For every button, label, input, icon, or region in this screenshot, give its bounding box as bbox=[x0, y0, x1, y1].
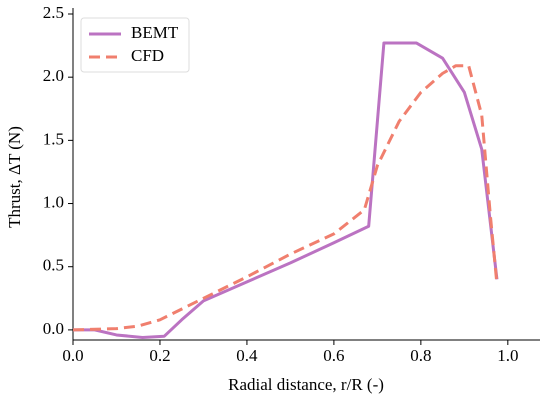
line-series bbox=[72, 64, 499, 332]
y-axis-label: Thrust, ΔT (N) bbox=[5, 126, 24, 228]
y-tick-label: 1.0 bbox=[43, 192, 64, 211]
y-tick-label: 2.0 bbox=[43, 66, 64, 85]
y-tick-label: 0.0 bbox=[43, 319, 64, 338]
x-tick-label: 0.8 bbox=[410, 346, 431, 365]
x-axis-label: Radial distance, r/R (-) bbox=[228, 375, 384, 394]
x-tick-label: 0.2 bbox=[149, 346, 170, 365]
x-tick-label: 1.0 bbox=[497, 346, 518, 365]
y-tick-label: 1.5 bbox=[43, 129, 64, 148]
line-series bbox=[73, 41, 499, 339]
legend-label: BEMT bbox=[131, 23, 179, 42]
y-tick-label: 2.5 bbox=[43, 3, 64, 22]
x-tick-label: 0.6 bbox=[323, 346, 344, 365]
y-tick-label: 0.5 bbox=[43, 256, 64, 275]
x-tick-label: 0.4 bbox=[236, 346, 258, 365]
legend-label: CFD bbox=[131, 46, 164, 65]
x-tick-label: 0.0 bbox=[62, 346, 83, 365]
